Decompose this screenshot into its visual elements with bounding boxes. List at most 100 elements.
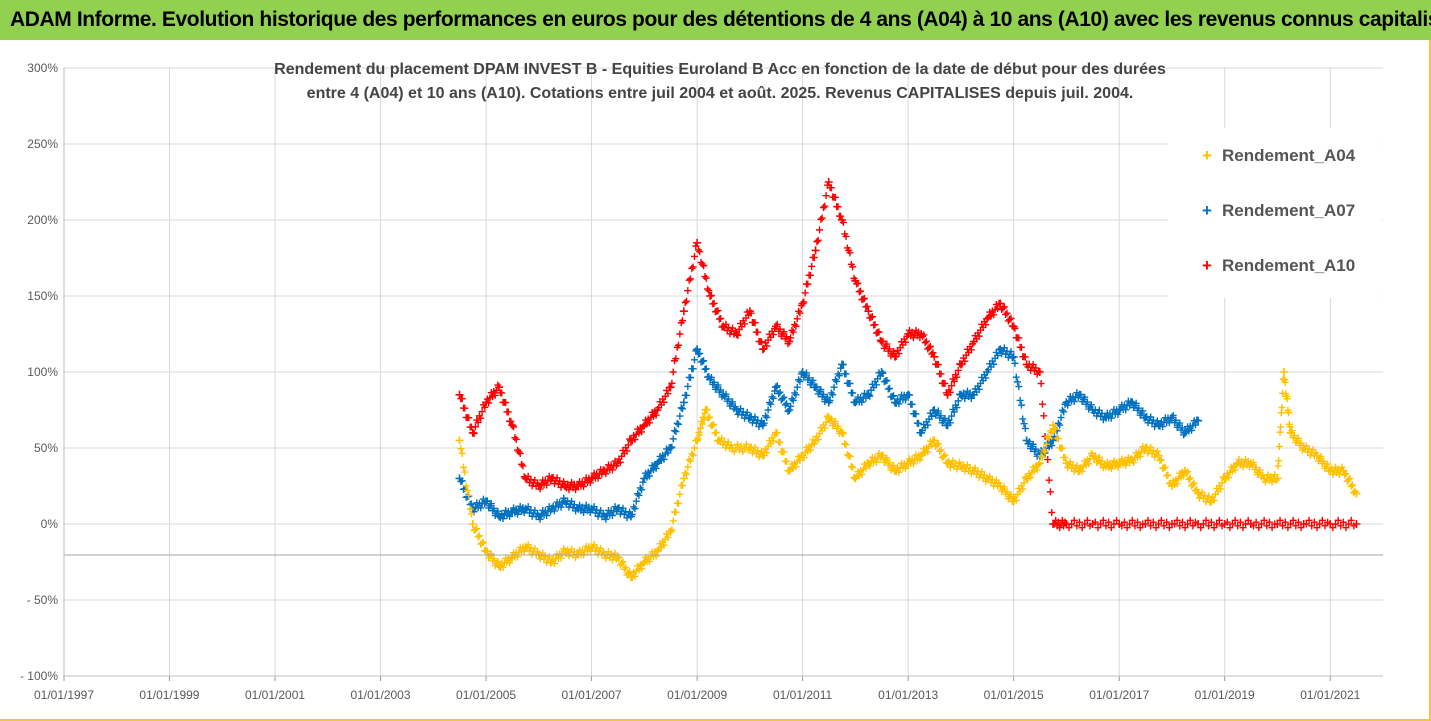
- x-tick-label: 01/01/2011: [773, 688, 832, 702]
- data-point-fill: [1130, 459, 1138, 467]
- data-point-fill: [536, 485, 544, 493]
- data-point-fill: [639, 478, 647, 486]
- data-point: [679, 398, 688, 407]
- data-point-fill: [689, 365, 697, 373]
- data-point-fill: [743, 408, 751, 416]
- data-point-fill: [1318, 516, 1326, 524]
- data-point-fill: [560, 545, 568, 553]
- data-point-fill: [506, 559, 514, 567]
- data-point-fill: [704, 285, 712, 293]
- data-point-fill: [776, 325, 784, 333]
- y-tick-label: - 100%: [20, 669, 58, 683]
- data-point-fill: [671, 427, 679, 435]
- data-point-fill: [668, 379, 676, 387]
- data-point-fill: [624, 441, 632, 449]
- data-point-fill: [875, 449, 883, 457]
- data-point-fill: [1281, 378, 1289, 386]
- data-point-fill: [994, 352, 1002, 360]
- data-point-fill: [730, 448, 738, 456]
- x-tick-label: 01/01/2005: [456, 688, 516, 702]
- data-point-fill: [937, 370, 945, 378]
- data-point-fill: [1169, 411, 1177, 419]
- data-point-fill: [1087, 401, 1095, 409]
- data-point-fill: [1218, 479, 1226, 487]
- data-point-fill: [550, 507, 558, 515]
- data-point-fill: [1012, 373, 1020, 381]
- data-point-fill: [646, 472, 654, 480]
- data-point-fill: [773, 320, 781, 328]
- data-point-fill: [1213, 520, 1221, 528]
- x-tick-label: 01/01/2017: [1089, 688, 1149, 702]
- x-tick-label: 01/01/2019: [1195, 688, 1255, 702]
- data-point: [798, 299, 807, 308]
- data-point-fill: [784, 407, 792, 415]
- data-point-fill: [1182, 469, 1190, 477]
- data-point-fill: [839, 218, 847, 226]
- data-point-fill: [1173, 516, 1181, 524]
- data-point-fill: [631, 435, 639, 443]
- data-point-fill: [1000, 303, 1008, 311]
- data-point-fill: [1078, 524, 1086, 532]
- data-point-fill: [1007, 314, 1015, 322]
- data-point-fill: [1231, 466, 1239, 474]
- data-point-fill: [1313, 524, 1321, 532]
- data-point-fill: [737, 442, 745, 450]
- series-rendement-a10: [455, 178, 1361, 532]
- data-point-fill: [731, 327, 739, 335]
- data-point-fill: [773, 429, 781, 437]
- data-point-fill: [1252, 463, 1260, 471]
- data-point-fill: [886, 345, 894, 353]
- data-point-fill: [1076, 518, 1083, 526]
- data-point-fill: [722, 390, 730, 398]
- data-point-fill: [822, 418, 830, 426]
- data-point-fill: [686, 275, 694, 283]
- data-point-fill: [961, 394, 969, 402]
- data-point-fill: [863, 302, 871, 310]
- data-point-fill: [916, 456, 924, 464]
- data-point-fill: [982, 374, 990, 382]
- data-point-fill: [1271, 520, 1279, 528]
- data-point-fill: [672, 355, 680, 363]
- data-point-fill: [953, 373, 961, 381]
- data-point-fill: [1008, 498, 1016, 506]
- data-point-fill: [969, 340, 977, 348]
- data-point-fill: [1038, 453, 1046, 461]
- data-point-fill: [675, 499, 683, 507]
- data-point-fill: [895, 468, 903, 476]
- data-point-fill: [700, 262, 708, 270]
- data-point-fill: [758, 338, 766, 346]
- data-point-fill: [1134, 518, 1142, 526]
- data-point-fill: [1260, 516, 1268, 524]
- data-point-fill: [845, 452, 853, 460]
- data-point-fill: [1190, 479, 1198, 487]
- data-point-fill: [804, 280, 812, 288]
- data-point-fill: [975, 332, 983, 340]
- data-point-fill: [1184, 468, 1192, 476]
- data-point-fill: [619, 558, 627, 566]
- data-point-fill: [485, 399, 493, 407]
- data-point-fill: [1136, 524, 1144, 532]
- data-point-fill: [1017, 343, 1025, 351]
- data-point-fill: [1252, 518, 1260, 526]
- legend-label-a10: Rendement_A10: [1222, 256, 1356, 275]
- data-point-fill: [990, 311, 998, 319]
- data-point-fill: [478, 539, 486, 547]
- data-point: [508, 421, 517, 430]
- data-point-fill: [679, 405, 687, 413]
- data-point-fill: [821, 202, 829, 210]
- data-point-fill: [1147, 522, 1155, 530]
- data-point-fill: [810, 254, 818, 262]
- data-point-fill: [1329, 470, 1337, 478]
- data-point-fill: [677, 404, 685, 412]
- data-point-fill: [787, 334, 795, 342]
- banner-title: ADAM Informe. Evolution historique des p…: [0, 0, 1431, 40]
- legend-item-a07: + Rendement_A07: [1202, 201, 1355, 221]
- axis-layer: 300% 250% 200% 150% 100% 50% 0% - 50% - 100% 01/0…: [20, 61, 1383, 702]
- data-point-fill: [668, 526, 676, 534]
- data-point-fill: [572, 486, 580, 494]
- data-point-fill: [465, 414, 473, 422]
- data-point-fill: [580, 483, 588, 491]
- data-point-fill: [967, 394, 975, 402]
- data-point-fill: [879, 337, 887, 345]
- data-point-fill: [700, 357, 708, 365]
